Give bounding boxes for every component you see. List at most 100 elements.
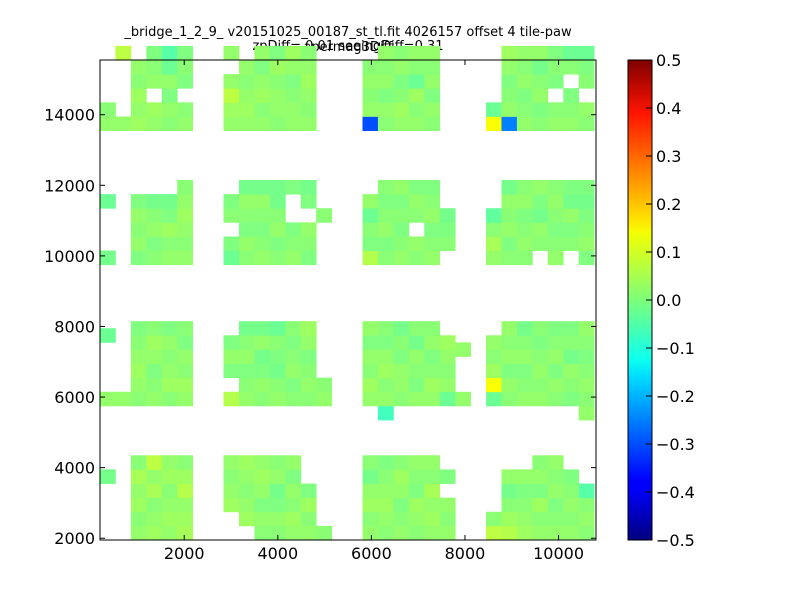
heatmap-cell [393,222,410,237]
heatmap-cell [439,236,456,251]
heatmap-cell [408,60,425,75]
y-tick-label: 12000 [44,176,95,195]
heatmap-cell [501,180,518,195]
heatmap-cell [547,349,564,364]
heatmap-cell [424,321,441,336]
heatmap-cell [177,455,194,470]
heatmap-cell [424,74,441,89]
heatmap-cell [269,180,286,195]
heatmap-cell [300,525,317,541]
heatmap-cell [300,222,317,237]
heatmap-cell [223,45,240,61]
heatmap-cell [547,377,564,393]
heatmap-cell [439,349,456,364]
heatmap-cell [578,45,595,61]
heatmap-cell [285,483,302,499]
heatmap-cell [501,88,518,103]
heatmap-cell [393,60,410,75]
heatmap-cell [547,391,564,407]
heatmap-cell [146,525,163,541]
heatmap-cell [393,180,410,195]
heatmap-cell [269,511,286,527]
heatmap-cell [532,455,549,470]
heatmap-cell [578,116,595,131]
heatmap-cell [393,469,410,484]
heatmap-cell [563,349,580,364]
heatmap-cell [362,102,379,117]
heatmap-cell [362,88,379,103]
heatmap-cell [362,222,379,237]
heatmap-cell [516,511,533,527]
heatmap-cell [254,525,271,541]
heatmap-cell [130,391,147,407]
heatmap-cell [501,74,518,89]
heatmap-cell [161,377,178,393]
colorbar-tick-label: −0.1 [656,339,695,358]
heatmap-cell [285,45,302,61]
heatmap-cell [439,469,456,484]
colorbar-tick-label: −0.4 [656,483,695,502]
heatmap-cell [516,60,533,75]
heatmap-cell [362,194,379,209]
heatmap-cell [486,116,502,131]
heatmap-cell [501,497,518,513]
heatmap-cell [177,335,194,350]
heatmap-cell [254,208,271,223]
heatmap-cell [532,391,549,407]
heatmap-cell [424,116,441,131]
heatmap-cell [377,391,394,407]
heatmap-cell [532,377,549,393]
heatmap-cell [578,180,595,195]
heatmap-cell [393,483,410,499]
heatmap-cell [516,208,533,223]
heatmap-cell [563,102,580,117]
heatmap-cell [300,349,317,364]
heatmap-cell [424,455,441,470]
heatmap-cell [563,391,580,407]
heatmap-cell [269,335,286,350]
heatmap-cell [269,349,286,364]
heatmap-cell [408,363,425,379]
heatmap-cell [269,363,286,379]
heatmap-cell [377,321,394,336]
heatmap-cell [100,391,116,407]
heatmap-cell [532,349,549,364]
heatmap-cell [439,363,456,379]
heatmap-cell [130,222,147,237]
heatmap-cell [547,497,564,513]
heatmap-cell [516,45,533,61]
heatmap-cell [316,525,333,541]
heatmap-cell [377,511,394,527]
heatmap-cell [578,335,595,350]
heatmap-cell [532,483,549,499]
heatmap-cell [238,88,255,103]
heatmap-cell [408,483,425,499]
heatmap-cell [516,469,533,484]
heatmap-cell [285,74,302,89]
heatmap-cell [547,102,564,117]
heatmap-cell [146,194,163,209]
heatmap-cell [300,180,317,195]
axes: 2000 4000 6000 8000 10000 2000 4000 6000 8000 100… [44,60,596,563]
y-tick-label: 8000 [54,317,95,336]
heatmap-cell [563,236,580,251]
heatmap-cell [455,342,471,357]
heatmap-cell [285,525,302,541]
heatmap-cell [563,116,580,131]
heatmap-cell [424,349,441,364]
heatmap-cell [300,483,317,499]
heatmap-cell [578,102,595,117]
heatmap-cell [563,194,580,209]
heatmap-cell [223,455,240,470]
heatmap-cell [424,525,441,541]
heatmap-cell [238,483,255,499]
heatmap-cell [362,377,379,393]
heatmap-cell [161,60,178,75]
heatmap-cell [516,74,533,89]
heatmap-cell [516,363,533,379]
heatmap-cell [547,525,564,541]
heatmap-cell [547,60,564,75]
heatmap-cell [254,335,271,350]
heatmap-cell [408,391,425,407]
heatmap-cell [300,194,317,209]
